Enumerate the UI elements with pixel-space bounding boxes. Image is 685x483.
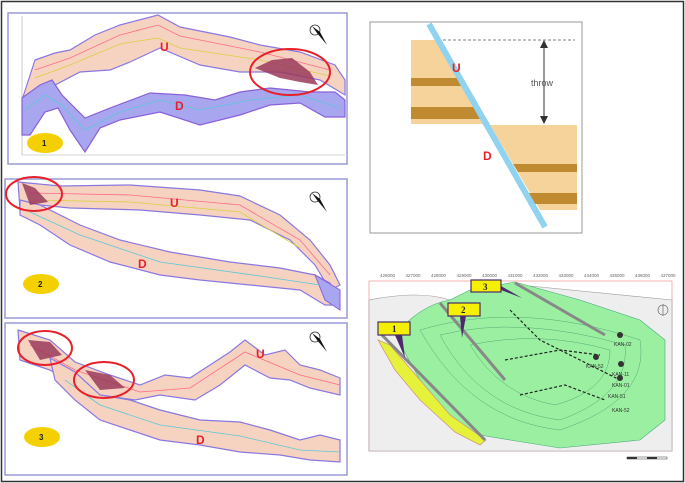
downthrown-band bbox=[21, 79, 346, 154]
map-x-tick: 434000 bbox=[584, 273, 600, 278]
yellow-block bbox=[377, 339, 487, 446]
highlight-ellipse-2 bbox=[73, 361, 135, 399]
overlap-zone bbox=[22, 183, 48, 205]
panel-number: 2 bbox=[38, 280, 43, 289]
callout-1: 1 bbox=[377, 321, 411, 358]
wells: KAN-02 KAN-52 KAN-11 KAN-01 KAN-51 KAN-5… bbox=[586, 332, 632, 414]
callout-3: 3 bbox=[470, 279, 522, 298]
north-arrow-icon bbox=[309, 331, 327, 352]
map-x-tick: 430000 bbox=[482, 273, 498, 278]
panel-badge bbox=[27, 133, 63, 153]
panel-badge bbox=[23, 274, 59, 294]
svg-text:KAN-02: KAN-02 bbox=[614, 342, 632, 348]
minor-faults bbox=[504, 309, 621, 401]
up-label: U bbox=[452, 61, 461, 75]
down-label: D bbox=[196, 433, 205, 447]
down-label: D bbox=[483, 149, 492, 163]
north-arrow-icon bbox=[657, 304, 669, 316]
svg-text:KAN-52: KAN-52 bbox=[586, 364, 604, 370]
north-arrow-icon bbox=[309, 191, 327, 212]
map-x-tick: 428000 bbox=[431, 273, 447, 278]
panel-1: U D 1 bbox=[7, 12, 348, 165]
highlight-ellipse bbox=[5, 176, 63, 212]
map-x-tick: 429000 bbox=[457, 273, 473, 278]
down-label: D bbox=[175, 99, 184, 113]
overlap-zone bbox=[255, 58, 318, 85]
panel-3: U D 3 bbox=[4, 322, 348, 476]
up-label: U bbox=[256, 347, 265, 361]
fault-diagram: throw U D bbox=[369, 21, 583, 234]
svg-text:2: 2 bbox=[461, 305, 466, 315]
map-x-tick: 432000 bbox=[533, 273, 549, 278]
fault-plane bbox=[426, 22, 548, 229]
north-arrow-icon bbox=[309, 24, 327, 45]
map-x-tick: 435000 bbox=[610, 273, 626, 278]
svg-text:1: 1 bbox=[392, 324, 397, 334]
panel-badge bbox=[24, 427, 60, 447]
contour-lines bbox=[419, 316, 642, 431]
highlight-ellipse bbox=[249, 48, 331, 96]
callout-2: 2 bbox=[447, 302, 481, 338]
overlap-zone-2 bbox=[85, 370, 125, 390]
highlight-ellipse bbox=[17, 330, 73, 366]
throw-label: throw bbox=[531, 78, 554, 88]
map-x-tick: 436000 bbox=[635, 273, 651, 278]
svg-text:KAN-52: KAN-52 bbox=[612, 408, 630, 414]
downthrown-band bbox=[49, 356, 341, 463]
down-label: D bbox=[138, 257, 147, 271]
overlap-zone bbox=[28, 340, 62, 360]
up-label: U bbox=[160, 40, 169, 54]
map-x-tick: 426000 bbox=[380, 273, 396, 278]
map-x-tick: 431000 bbox=[508, 273, 524, 278]
panel-2: U D 2 bbox=[4, 176, 348, 319]
up-label: U bbox=[170, 196, 179, 210]
svg-text:KAN-01: KAN-01 bbox=[612, 383, 630, 389]
panel-number: 3 bbox=[39, 433, 44, 442]
panel-number: 1 bbox=[42, 139, 47, 148]
svg-text:KAN-51: KAN-51 bbox=[608, 394, 626, 400]
upthrown-band bbox=[21, 14, 346, 112]
svg-text:3: 3 bbox=[483, 282, 488, 292]
map-x-tick: 433000 bbox=[559, 273, 575, 278]
map-x-ticks: 426000 427000 428000 429000 430000 431000 4320… bbox=[380, 273, 676, 278]
svg-text:KAN-11: KAN-11 bbox=[612, 372, 629, 378]
map-x-tick: 437000 bbox=[661, 273, 677, 278]
map-x-tick: 427000 bbox=[406, 273, 422, 278]
structure-map: 426000 427000 428000 429000 430000 431000 4320… bbox=[368, 273, 676, 460]
scale-bar bbox=[626, 456, 668, 460]
